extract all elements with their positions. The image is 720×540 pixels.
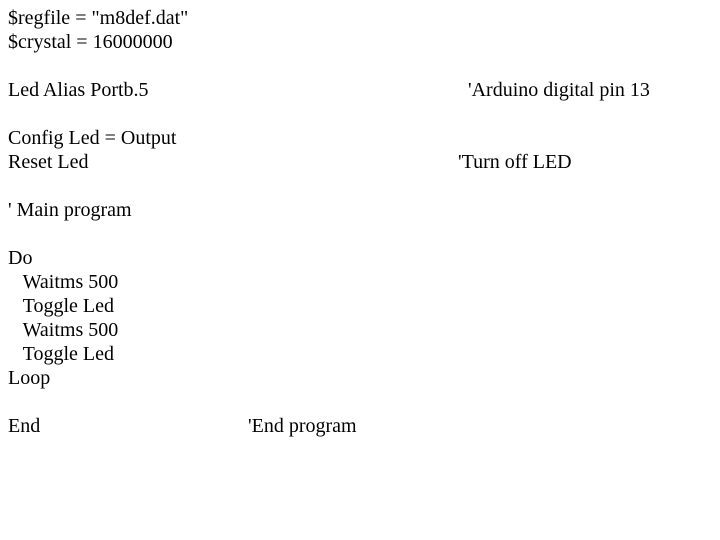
code-comment: 'End program: [248, 414, 357, 438]
code-text: $regfile = "m8def.dat": [8, 7, 188, 29]
code-line: Loop: [8, 366, 712, 390]
code-line: [8, 54, 712, 78]
code-text: Led Alias Portb.5: [8, 79, 149, 101]
code-line: Reset Led 'Turn off LED: [8, 150, 712, 174]
code-line: Toggle Led: [8, 342, 712, 366]
code-line: [8, 102, 712, 126]
code-text: Loop: [8, 367, 50, 389]
code-comment: 'Turn off LED: [458, 150, 572, 174]
code-text: Waitms 500: [8, 319, 118, 341]
code-text: $crystal = 16000000: [8, 31, 173, 53]
code-line: [8, 390, 712, 414]
code-block: $regfile = "m8def.dat" $crystal = 160000…: [0, 0, 720, 444]
code-text: Waitms 500: [8, 271, 118, 293]
code-line: ' Main program: [8, 198, 712, 222]
code-text: Toggle Led: [8, 295, 114, 317]
code-line: End 'End program: [8, 414, 712, 438]
code-text: Reset Led: [8, 151, 89, 173]
code-line: Toggle Led: [8, 294, 712, 318]
code-text: ' Main program: [8, 199, 132, 221]
code-line: $crystal = 16000000: [8, 30, 712, 54]
code-text: Config Led = Output: [8, 127, 177, 149]
code-line: [8, 222, 712, 246]
code-line: Led Alias Portb.5 'Arduino digital pin 13: [8, 78, 712, 102]
code-text: Do: [8, 247, 32, 269]
code-line: [8, 174, 712, 198]
code-line: Waitms 500: [8, 318, 712, 342]
code-line: $regfile = "m8def.dat": [8, 6, 712, 30]
code-line: Config Led = Output: [8, 126, 712, 150]
code-line: Waitms 500: [8, 270, 712, 294]
code-text: Toggle Led: [8, 343, 114, 365]
code-line: Do: [8, 246, 712, 270]
code-text: End: [8, 415, 40, 437]
code-comment: 'Arduino digital pin 13: [468, 78, 650, 102]
